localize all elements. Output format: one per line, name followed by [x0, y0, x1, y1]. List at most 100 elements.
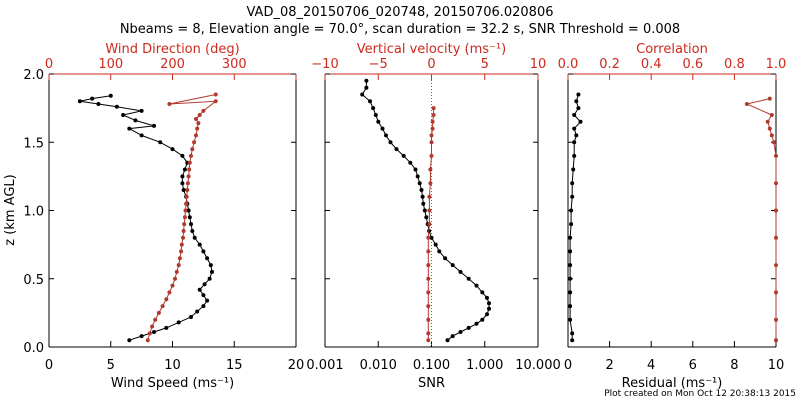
- bottom-axis-label: Residual (ms⁻¹): [622, 376, 723, 391]
- residual-point: [570, 194, 575, 199]
- correlation-point: [774, 338, 778, 343]
- residual-point: [578, 119, 583, 124]
- wind-direction-point: [186, 174, 191, 179]
- vertical-velocity-point: [426, 338, 431, 343]
- snr-point: [474, 321, 479, 326]
- wind-direction-point: [147, 331, 152, 336]
- wind-speed-point: [195, 309, 200, 314]
- wind-speed-point: [201, 304, 206, 309]
- correlation-panel: 0 2 4 6 8 10 Residual (ms⁻¹) 0.0 0.2 0.4 0.6 0.8 1.0…: [558, 42, 787, 391]
- wind-direction-point: [153, 317, 158, 322]
- wind-direction-point: [156, 310, 161, 315]
- wind-speed-point: [197, 242, 202, 247]
- correlation-point: [769, 133, 774, 138]
- correlation-point: [774, 263, 778, 268]
- vertical-velocity-point: [428, 167, 433, 172]
- wind-speed-point: [170, 147, 175, 152]
- top-tick-label: 0.8: [724, 57, 745, 72]
- wind-direction-point: [174, 269, 179, 274]
- snr-point: [417, 181, 422, 186]
- wind-direction-point: [192, 140, 197, 145]
- wind-speed-point: [96, 102, 101, 106]
- residual-point: [572, 126, 577, 131]
- residual-point: [568, 317, 573, 322]
- wind-speed-point: [189, 315, 193, 319]
- residual-point: [570, 338, 575, 343]
- wind-direction-point: [164, 297, 169, 302]
- snr-point: [401, 153, 406, 158]
- snr-point: [433, 242, 438, 247]
- wind-direction-point: [197, 113, 202, 117]
- y-tick-label: 1.0: [23, 205, 44, 220]
- snr-point: [445, 338, 450, 343]
- top-tick-label: 5: [481, 57, 489, 72]
- bottom-tick-label: 0: [45, 358, 53, 373]
- correlation-point: [744, 102, 749, 106]
- vertical-velocity-point: [429, 153, 434, 158]
- bottom-tick-label: 20: [288, 358, 305, 373]
- vertical-velocity-point: [427, 194, 432, 199]
- wind-speed-point: [152, 330, 156, 334]
- top-tick-label: 0: [45, 57, 53, 72]
- vertical-velocity-point: [426, 304, 431, 309]
- wind-direction-point: [187, 167, 192, 172]
- wind-speed-point: [187, 215, 192, 220]
- snr-point: [485, 312, 489, 317]
- wind-speed-point: [192, 235, 197, 240]
- residual-point: [570, 331, 575, 336]
- top-axis-label: Correlation: [636, 42, 708, 57]
- wind-speed-point: [201, 249, 206, 254]
- wind-direction-point: [201, 108, 206, 113]
- bottom-axis-label: SNR: [418, 376, 445, 391]
- wind-direction-point: [213, 99, 218, 104]
- wind-speed-point: [176, 320, 181, 325]
- wind-speed-point: [186, 208, 191, 213]
- snr-point: [380, 126, 385, 131]
- wind-speed-point: [205, 256, 210, 261]
- correlation-point: [774, 290, 778, 295]
- wind-direction-point: [181, 235, 185, 240]
- y-tick-label: 0.5: [23, 273, 44, 288]
- residual-point: [568, 249, 573, 254]
- snr-point: [485, 295, 489, 300]
- correlation-point: [774, 208, 778, 213]
- bottom-tick-label: 4: [647, 358, 655, 373]
- vertical-velocity-point: [426, 249, 431, 254]
- bottom-tick-label: 10: [164, 358, 181, 373]
- residual-point: [572, 153, 577, 158]
- wind-direction-point: [185, 188, 190, 192]
- vertical-velocity-point: [431, 106, 436, 111]
- wind-direction-point: [182, 222, 187, 227]
- vertical-velocity-point: [427, 208, 432, 213]
- wind-speed-point: [77, 99, 82, 104]
- wind-direction-point: [150, 324, 155, 329]
- bottom-tick-label: 15: [226, 358, 243, 373]
- bottom-tick-label: 0: [564, 358, 572, 373]
- top-tick-label: 0.2: [599, 57, 620, 72]
- wind-direction-point: [183, 208, 188, 213]
- plot-credit: Plot created on Mon Oct 12 20:38:13 2015: [604, 389, 796, 399]
- wind-direction-point: [182, 215, 187, 220]
- residual-point: [572, 113, 577, 117]
- snr-point: [487, 306, 491, 311]
- residual-point: [568, 304, 573, 309]
- snr-point: [371, 106, 376, 111]
- vertical-velocity-panel: 0.001 0.010 0.100 1.000 10.000 SNR −10 −5 0 5 10 Ve…: [306, 42, 560, 391]
- top-axis-label: Vertical velocity (ms⁻¹): [357, 42, 506, 57]
- bottom-tick-label: 2: [605, 358, 613, 373]
- title-line-1: VAD_08_20150706_020748, 20150706.020806: [247, 5, 554, 20]
- wind-speed-point: [152, 123, 156, 128]
- wind-speed-point: [207, 276, 212, 281]
- residual-point: [568, 276, 573, 281]
- snr-point: [368, 99, 372, 104]
- residual-point: [569, 222, 574, 227]
- correlation-point: [774, 153, 778, 158]
- snr-point: [384, 133, 388, 138]
- wind-speed-point: [139, 334, 144, 339]
- wind-speed-point: [127, 338, 132, 343]
- wind-speed-point: [114, 104, 119, 109]
- snr-point: [429, 235, 434, 240]
- wind-speed-point: [180, 174, 185, 179]
- snr-point: [458, 269, 463, 274]
